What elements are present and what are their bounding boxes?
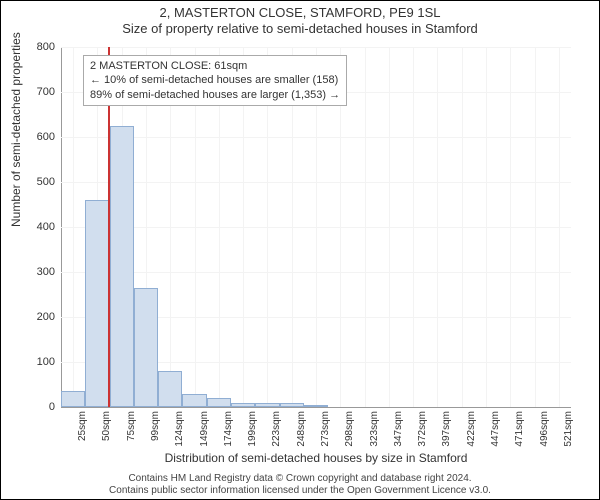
chart-container: 2, MASTERTON CLOSE, STAMFORD, PE9 1SL Si… (0, 0, 600, 500)
x-tick-label: 447sqm (490, 411, 501, 447)
footer: Contains HM Land Registry data © Crown c… (1, 473, 599, 497)
x-tick-label: 99sqm (150, 411, 161, 441)
x-tick-label: 298sqm (344, 411, 355, 447)
x-tick-label: 397sqm (441, 411, 452, 447)
x-tick-label: 422sqm (466, 411, 477, 447)
annotation-line: 89% of semi-detached houses are larger (… (90, 88, 340, 102)
y-tick-label: 800 (37, 41, 55, 53)
y-tick-label: 100 (37, 356, 55, 368)
x-tick-label: 496sqm (539, 411, 550, 447)
y-tick-label: 700 (37, 86, 55, 98)
x-tick-label: 323sqm (369, 411, 380, 447)
x-tick-label: 124sqm (174, 411, 185, 447)
y-tick-label: 0 (49, 401, 55, 413)
x-tick-label: 149sqm (199, 411, 210, 447)
x-axis: 25sqm 50sqm 75sqm 99sqm 124sqm 149sqm 174sqm 19… (61, 407, 571, 457)
page-subtitle: Size of property relative to semi-detach… (1, 21, 599, 36)
y-axis: 0100200300400500600700800 (1, 47, 61, 407)
x-tick-label: 25sqm (77, 411, 88, 441)
y-tick-label: 500 (37, 176, 55, 188)
x-tick-label: 471sqm (514, 411, 525, 447)
x-tick-label: 248sqm (296, 411, 307, 447)
x-tick-label: 223sqm (271, 411, 282, 447)
x-tick-label: 75sqm (126, 411, 137, 441)
x-tick-label: 273sqm (320, 411, 331, 447)
y-tick-label: 400 (37, 221, 55, 233)
x-tick-label: 199sqm (247, 411, 258, 447)
x-tick-label: 521sqm (563, 411, 574, 447)
annotation-line: ← 10% of semi-detached houses are smalle… (90, 73, 340, 87)
x-tick-label: 372sqm (417, 411, 428, 447)
annotation-box: 2 MASTERTON CLOSE: 61sqm← 10% of semi-de… (83, 55, 347, 106)
footer-line-2: Contains public sector information licen… (1, 485, 599, 497)
page-title: 2, MASTERTON CLOSE, STAMFORD, PE9 1SL (1, 5, 599, 20)
annotation-line: 2 MASTERTON CLOSE: 61sqm (90, 59, 340, 73)
footer-line-1: Contains HM Land Registry data © Crown c… (1, 473, 599, 485)
y-tick-label: 600 (37, 131, 55, 143)
x-tick-label: 174sqm (223, 411, 234, 447)
x-axis-title: Distribution of semi-detached houses by … (61, 451, 571, 465)
y-tick-label: 300 (37, 266, 55, 278)
y-tick-label: 200 (37, 311, 55, 323)
x-tick-label: 347sqm (393, 411, 404, 447)
x-tick-label: 50sqm (101, 411, 112, 441)
